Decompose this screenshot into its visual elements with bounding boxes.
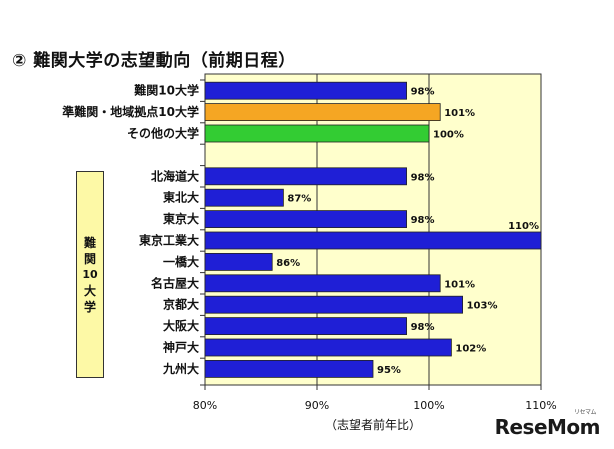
data-label: 98% (411, 215, 435, 226)
category-label: その他の大学 (127, 126, 199, 141)
category-label: 準難関・地域拠点10大学 (62, 104, 199, 119)
x-tick-label: 110% (525, 399, 556, 412)
category-label: 東京大 (163, 211, 199, 226)
category-label: 東京工業大 (139, 233, 199, 248)
category-label: 東北大 (163, 190, 199, 205)
data-label: 100% (433, 130, 464, 141)
category-label: 名古屋大 (151, 275, 199, 290)
x-tick-label: 90% (305, 399, 329, 412)
bar (204, 295, 464, 314)
category-label: 京都大 (163, 297, 199, 312)
category-label: 難関10大学 (134, 83, 199, 98)
x-axis-title: （志望者前年比） (325, 417, 421, 432)
category-label: 大阪大 (163, 318, 199, 333)
category-label: 九州大 (162, 361, 199, 376)
bar (204, 359, 374, 378)
bar (204, 124, 430, 143)
bar (204, 252, 273, 271)
bar (204, 338, 452, 357)
group-label-char: 関 (83, 251, 96, 266)
bar (204, 167, 408, 186)
data-label: 101% (444, 108, 475, 119)
bar (204, 103, 441, 121)
data-label: 86% (276, 258, 300, 269)
data-label: 95% (377, 365, 401, 376)
data-label: 98% (411, 172, 435, 183)
resemom-logo: リセマム ReseMom (494, 409, 601, 439)
x-tick-label: 80% (193, 399, 217, 412)
bar (204, 317, 408, 336)
data-label: 98% (411, 322, 435, 333)
group-label-char: 難 (83, 235, 96, 250)
category-label: 北海道大 (151, 168, 199, 183)
category-label: 神戸大 (163, 340, 199, 355)
group-label-char: 10 (82, 267, 98, 281)
data-label: 102% (455, 344, 486, 355)
bar (204, 210, 408, 229)
logo-kana: リセマム (573, 409, 597, 416)
chart-title: ② 難関大学の志望動向（前期日程） (12, 51, 296, 71)
group-label-char: 大 (83, 283, 96, 298)
logo-text: ReseMom (494, 415, 601, 439)
bar (204, 188, 284, 207)
x-tick-label: 100% (413, 399, 444, 412)
bar (204, 274, 441, 293)
data-label: 87% (287, 194, 311, 205)
bar (204, 231, 542, 250)
data-label: 98% (411, 87, 435, 98)
bar (204, 81, 408, 100)
category-label: 一橋大 (163, 254, 199, 269)
group-label-char: 学 (83, 299, 96, 314)
group-label-difficult-10: 難 関 10 大 学 (76, 171, 104, 378)
data-label: 110% (508, 221, 539, 232)
data-label: 103% (467, 301, 498, 312)
data-label: 101% (444, 279, 475, 290)
